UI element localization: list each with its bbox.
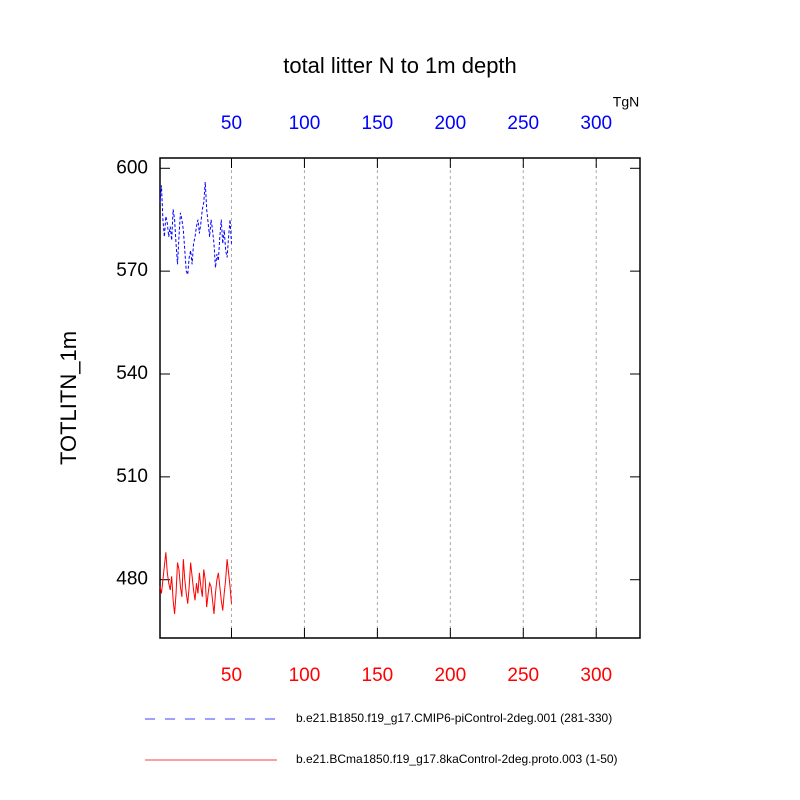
x-tick-label-top: 100 (289, 113, 321, 134)
units-label: TgN (613, 94, 639, 110)
legend-label: b.e21.BCma1850.f19_g17.8kaControl-2deg.p… (296, 752, 618, 766)
x-tick-label: 150 (362, 665, 394, 686)
x-tick-label: 300 (580, 665, 612, 686)
x-tick-label: 250 (507, 665, 539, 686)
y-tick-label: 540 (116, 363, 148, 384)
x-tick-label: 200 (434, 665, 466, 686)
x-tick-label-top: 150 (362, 113, 394, 134)
y-axis-label: TOTLITN_1m (56, 331, 81, 465)
x-tick-label-top: 250 (507, 113, 539, 134)
series-line (159, 552, 232, 615)
chart-title: total litter N to 1m depth (283, 53, 517, 78)
y-tick-label: 510 (116, 466, 148, 487)
x-tick-label-top: 300 (580, 113, 612, 134)
plot-frame (159, 157, 641, 639)
series-line (159, 181, 232, 275)
legend-label: b.e21.B1850.f19_g17.CMIP6-piControl-2deg… (296, 711, 612, 725)
x-tick-label-top: 50 (221, 113, 242, 134)
x-tick-label: 50 (221, 665, 242, 686)
y-tick-label: 480 (116, 569, 148, 590)
x-tick-label-top: 200 (434, 113, 466, 134)
y-tick-label: 570 (116, 260, 148, 281)
x-tick-label: 100 (289, 665, 321, 686)
y-tick-label: 600 (116, 157, 148, 178)
